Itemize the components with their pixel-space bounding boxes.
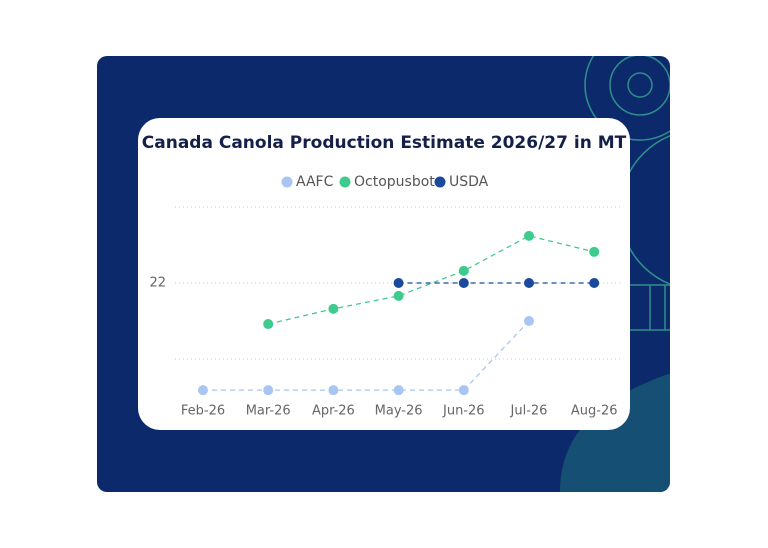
y-tick-label: 22: [149, 276, 166, 291]
legend-label: USDA: [449, 174, 489, 190]
data-point: [263, 319, 274, 330]
x-tick-label: Jun-26: [442, 404, 485, 419]
x-tick-label: Jul-26: [510, 404, 548, 419]
data-point: [393, 385, 404, 396]
data-point: [589, 246, 600, 257]
data-point: [458, 265, 469, 276]
series-line: [268, 235, 595, 325]
data-point: [198, 385, 208, 396]
data-point: [524, 230, 534, 241]
x-tick-label: Feb-26: [181, 404, 225, 419]
x-tick-label: May-26: [375, 404, 423, 419]
legend-label: AAFC: [296, 174, 334, 190]
data-point: [328, 303, 339, 314]
data-point: [458, 278, 469, 288]
x-tick-label: Aug-26: [571, 404, 618, 419]
x-tick-label: Apr-26: [312, 404, 355, 419]
chart-title: Canada Canola Production Estimate 2026/2…: [142, 133, 627, 153]
x-tick-label: Mar-26: [246, 404, 291, 419]
data-point: [393, 278, 404, 288]
data-point: [458, 385, 469, 396]
data-point: [524, 316, 534, 326]
chart-card: [138, 118, 630, 430]
legend-label: Octopusbot: [354, 174, 435, 190]
data-point: [328, 385, 339, 396]
legend-marker: [434, 176, 446, 188]
data-point: [393, 290, 404, 301]
data-point: [589, 278, 600, 288]
series-line: [203, 320, 530, 391]
data-point: [524, 278, 534, 288]
legend-marker: [281, 176, 293, 188]
data-point: [263, 385, 274, 396]
legend-marker: [339, 176, 351, 188]
